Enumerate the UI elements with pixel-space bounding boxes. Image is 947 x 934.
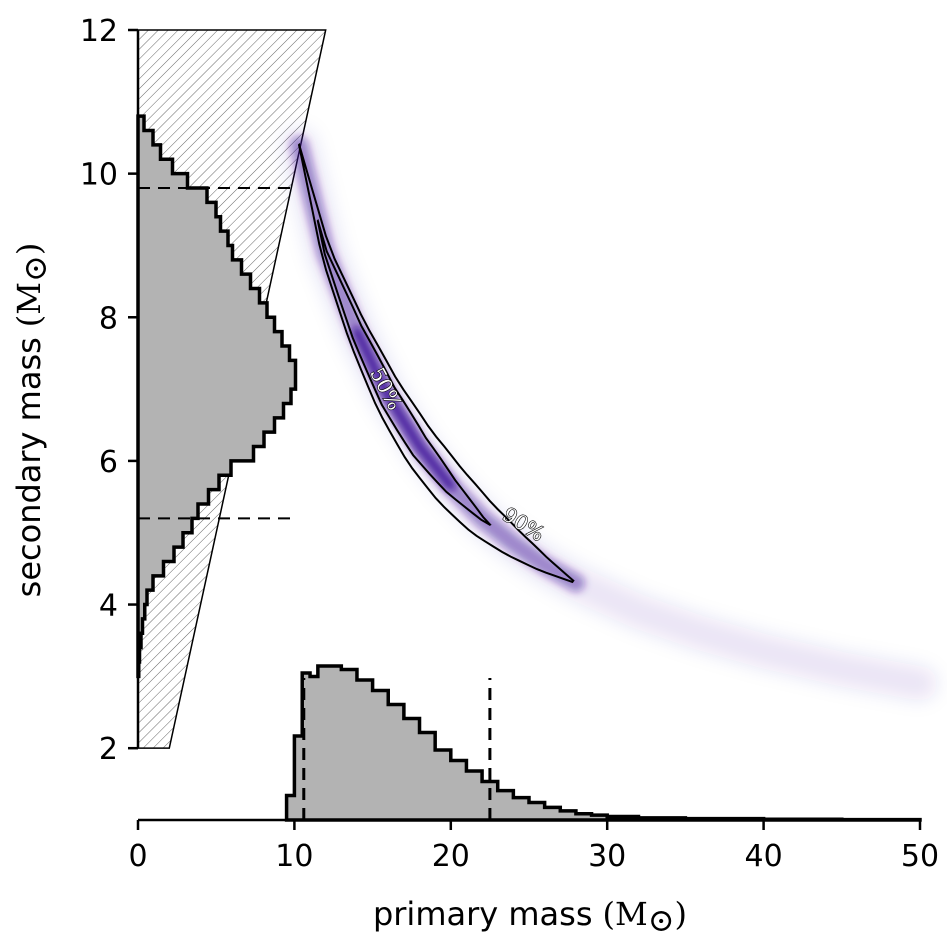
posterior-peak — [352, 326, 456, 491]
x-tick-label-10: 10 — [275, 839, 313, 874]
y-tick-label-6: 6 — [99, 445, 118, 480]
posterior-density — [282, 127, 937, 701]
secondary-histogram-bars — [136, 114, 298, 679]
primary-mass-histogram — [284, 664, 922, 822]
y-tick-label-4: 4 — [99, 589, 118, 624]
x-tick-label-0: 0 — [128, 839, 147, 874]
x-tick-label-50: 50 — [901, 839, 939, 874]
x-tick-label-20: 20 — [432, 839, 470, 874]
contour-90 — [297, 142, 575, 584]
x-tick-label-40: 40 — [745, 839, 783, 874]
y-axis-label: secondary mass(M⊙) — [10, 243, 54, 598]
credible-contours — [297, 142, 575, 584]
y-tick-label-2: 2 — [99, 732, 118, 767]
secondary-mass-histogram — [136, 114, 298, 679]
y-tick-label-8: 8 — [99, 301, 118, 336]
axes: 0 10 20 30 40 50 2 4 6 8 10 12 — [80, 14, 939, 874]
x-tick-label-30: 30 — [588, 839, 626, 874]
contour-50 — [316, 218, 492, 526]
primary-histogram-bars — [284, 664, 922, 822]
y-tick-label-12: 12 — [80, 14, 118, 49]
x-axis-label: primary mass (M⊙) — [373, 895, 687, 934]
y-tick-label-10: 10 — [80, 158, 118, 193]
